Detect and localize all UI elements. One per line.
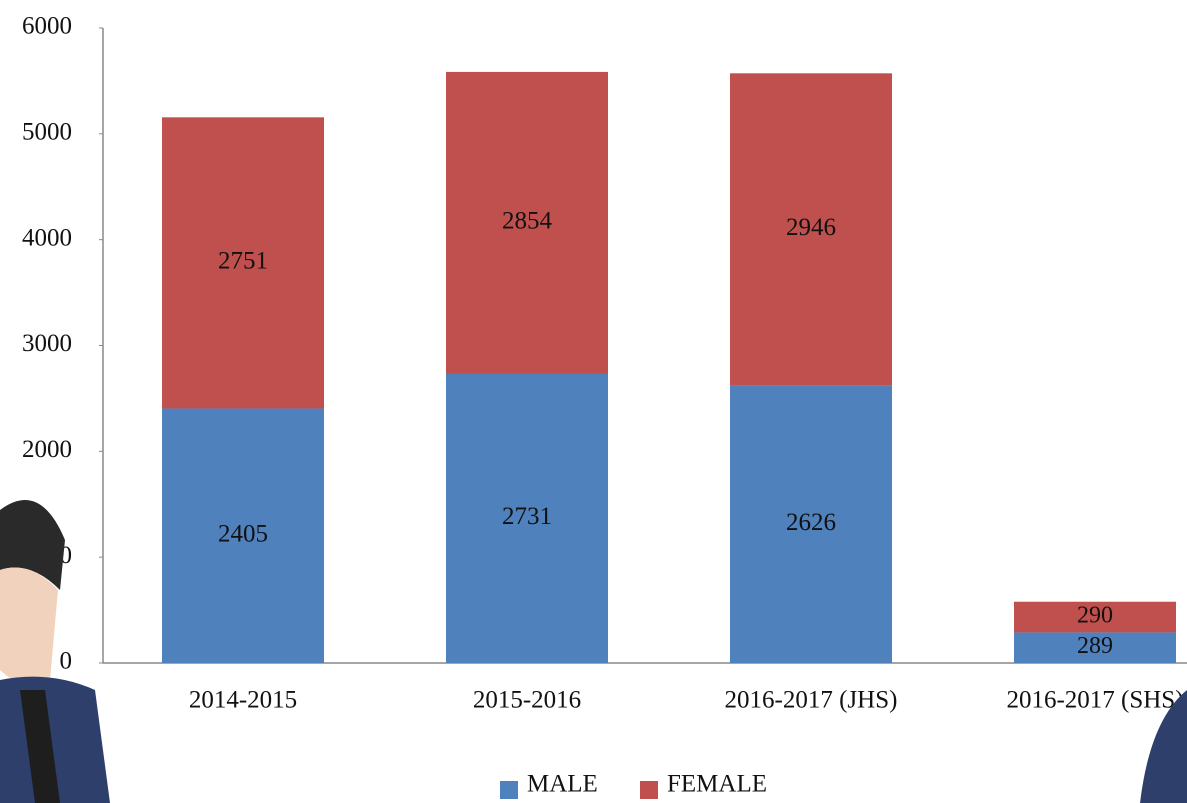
x-tick-label: 2016-2017 (JHS) (725, 687, 898, 714)
x-tick-label: 2015-2016 (473, 687, 581, 714)
page: 01000200030004000500060002014-2015240527… (0, 0, 1187, 803)
legend-swatch (500, 781, 518, 799)
y-tick-label: 3000 (22, 330, 72, 357)
data-label: 289 (1077, 633, 1113, 659)
data-label: 2626 (786, 509, 836, 536)
data-label: 2946 (786, 214, 836, 241)
y-tick-label: 4000 (22, 224, 72, 251)
chart: 01000200030004000500060002014-2015240527… (0, 0, 1187, 803)
x-tick-label: 2014-2015 (189, 687, 297, 714)
y-tick-label: 2000 (22, 436, 72, 463)
y-tick-label: 0 (60, 648, 73, 675)
data-label: 290 (1077, 603, 1113, 629)
x-tick-label: 2016-2017 (SHS) (1006, 687, 1183, 714)
data-label: 2405 (218, 520, 268, 547)
data-label: 2731 (502, 503, 552, 530)
data-label: 2751 (218, 248, 268, 275)
y-tick-label: 5000 (22, 119, 72, 146)
data-label: 2854 (502, 208, 553, 235)
y-tick-label: 6000 (22, 13, 72, 40)
figure-left-face (0, 568, 58, 684)
legend-label: MALE (527, 771, 598, 798)
legend-label: FEMALE (667, 771, 767, 798)
legend-swatch (640, 781, 658, 799)
